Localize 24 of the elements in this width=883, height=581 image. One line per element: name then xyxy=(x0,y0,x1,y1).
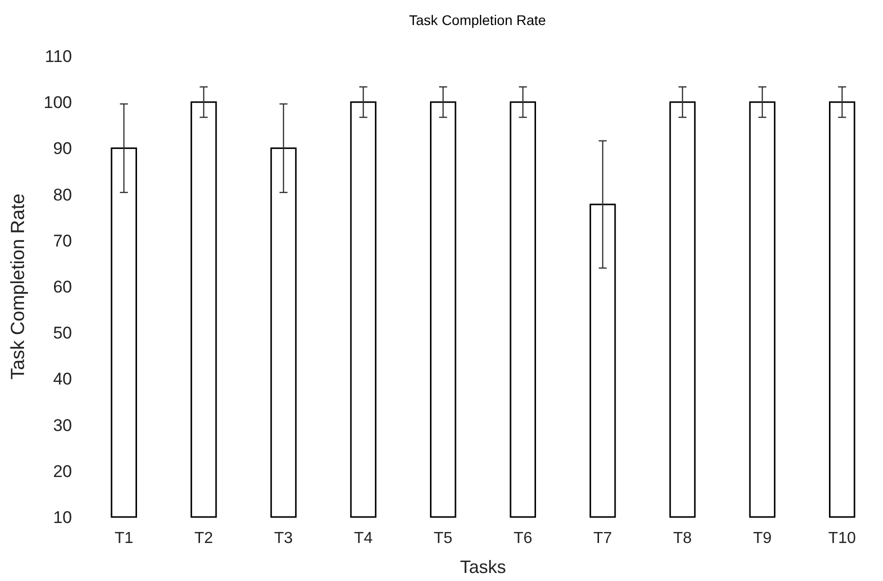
x-tick-label: T5 xyxy=(434,530,453,547)
x-tick-label: T9 xyxy=(752,530,772,547)
x-tick-label: T4 xyxy=(354,530,373,547)
x-tick-label: T10 xyxy=(828,530,856,547)
x-axis-title: Tasks xyxy=(460,557,506,577)
y-tick-label: 20 xyxy=(53,462,72,481)
y-tick-label: 50 xyxy=(53,324,72,343)
x-tick-label: T2 xyxy=(194,530,214,547)
x-tick-label: T7 xyxy=(593,530,612,547)
x-tick-label: T1 xyxy=(114,530,134,547)
y-tick-label: 30 xyxy=(53,416,72,435)
y-tick-label: 90 xyxy=(53,139,72,158)
x-tick-label: T3 xyxy=(274,530,293,547)
y-tick-label: 80 xyxy=(53,185,72,204)
y-tick-label: 100 xyxy=(44,93,72,112)
y-tick-label: 60 xyxy=(53,277,72,296)
y-tick-label: 10 xyxy=(53,508,72,527)
x-tick-label: T6 xyxy=(514,530,532,547)
y-tick-label: 110 xyxy=(44,46,72,66)
y-tick-label: 70 xyxy=(53,231,72,250)
chart-title: Task Completion Rate xyxy=(409,12,546,28)
y-axis-title: Task Completion Rate xyxy=(8,194,29,380)
x-tick-label: T8 xyxy=(673,530,692,547)
y-tick-label: 40 xyxy=(53,370,72,389)
